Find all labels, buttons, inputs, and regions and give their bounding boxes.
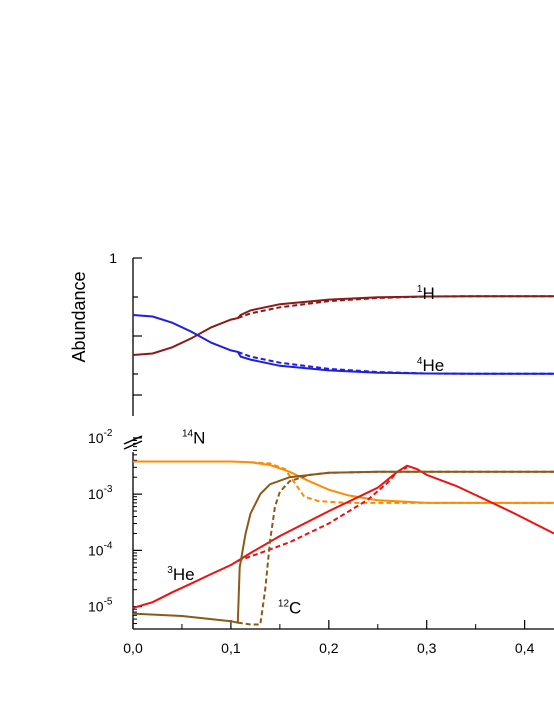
series-1h-dashed-line	[238, 296, 554, 318]
tick-base: 10	[88, 542, 104, 558]
tick-exponent: -2	[104, 428, 113, 439]
series-label-14n-main: N	[193, 428, 205, 447]
x-tick-label: 0,3	[417, 640, 437, 656]
x-tick-label: 0,4	[515, 640, 535, 656]
lower-y-tick-label: 10-4	[88, 540, 113, 558]
series-label-14n: 14N	[182, 428, 205, 447]
tick-base: 10	[88, 430, 104, 446]
tick-base: 10	[88, 486, 104, 502]
tick-exponent: -3	[104, 484, 113, 495]
series-14n-solid-line	[133, 462, 554, 503]
series-label-3he-main: He	[173, 565, 195, 584]
series-3he-solid-line	[133, 466, 554, 608]
series-label-3he: 3He	[167, 565, 194, 584]
series-layer	[133, 296, 554, 624]
series-label-12c: 12C	[278, 599, 301, 618]
lower-y-tick-label: 10-5	[88, 597, 113, 615]
tick-base: 10	[88, 599, 104, 615]
upper-y-tick-label: 1	[109, 250, 117, 266]
series-label-4he-main: He	[422, 356, 444, 375]
series-label-1h: 1H	[417, 284, 435, 303]
series-label-14n-sup: 14	[182, 428, 194, 439]
series-4he-dashed-line	[238, 352, 554, 374]
series-1h-solid-line	[133, 296, 554, 355]
y-axis-title: Abundance	[69, 271, 89, 362]
series-label-12c-sup: 12	[278, 599, 290, 610]
tick-exponent: -5	[104, 597, 113, 608]
lower-y-tick-label: 10-3	[88, 484, 113, 502]
series-label-1h-main: H	[422, 284, 434, 303]
series-4he-solid-line	[133, 315, 554, 374]
tick-exponent: -4	[104, 540, 113, 551]
x-tick-label: 0,0	[123, 640, 143, 656]
series-label-12c-main: C	[289, 599, 301, 618]
x-tick-label: 0,1	[221, 640, 241, 656]
lower-y-tick-label: 10-2	[88, 428, 113, 446]
x-tick-label: 0,2	[319, 640, 339, 656]
